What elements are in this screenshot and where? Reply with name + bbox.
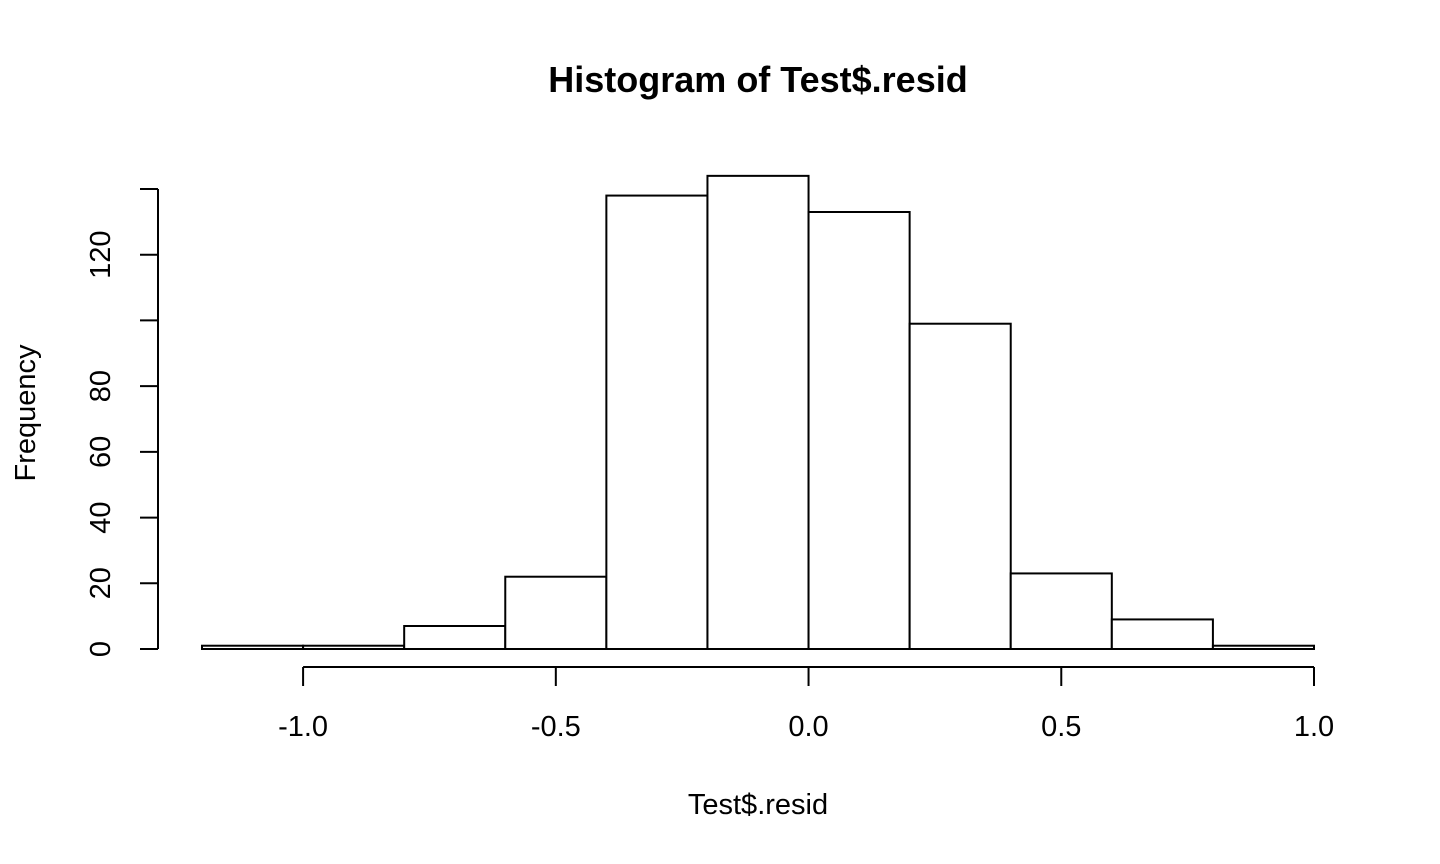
histogram-bar	[1009, 572, 1113, 651]
x-tick-label: 0.5	[1041, 711, 1081, 743]
x-tick-label: 0.0	[788, 711, 828, 743]
histogram-bar	[1211, 644, 1315, 651]
y-tick-label: 80	[85, 370, 117, 402]
histogram-bar	[605, 194, 709, 650]
histogram-bar	[403, 625, 507, 650]
chart-title: Histogram of Test$.resid	[548, 59, 967, 100]
histogram-bar	[807, 211, 911, 650]
histogram-bar	[908, 322, 1012, 650]
x-tick-label: 1.0	[1294, 711, 1334, 743]
histogram-bar	[201, 644, 305, 651]
x-tick-label: -1.0	[278, 711, 328, 743]
y-tick-label: 0	[85, 641, 117, 657]
histogram-bar	[706, 174, 810, 650]
histogram-bars	[201, 174, 1315, 651]
histogram-bar	[1110, 618, 1214, 651]
y-axis: 0 20 40 60 80 120	[85, 188, 159, 657]
x-axis-label: Test$.resid	[688, 789, 828, 821]
y-tick-label: 40	[85, 501, 117, 533]
histogram-bar	[504, 575, 608, 651]
x-axis: -1.0 -0.5 0.0 0.5 1.0	[278, 666, 1334, 743]
y-tick-label: 60	[85, 436, 117, 468]
y-tick-label: 20	[85, 567, 117, 599]
y-axis-label: Frequency	[10, 344, 42, 482]
x-tick-label: -0.5	[531, 711, 581, 743]
y-tick-label: 120	[85, 231, 117, 279]
histogram-bar	[302, 644, 406, 651]
